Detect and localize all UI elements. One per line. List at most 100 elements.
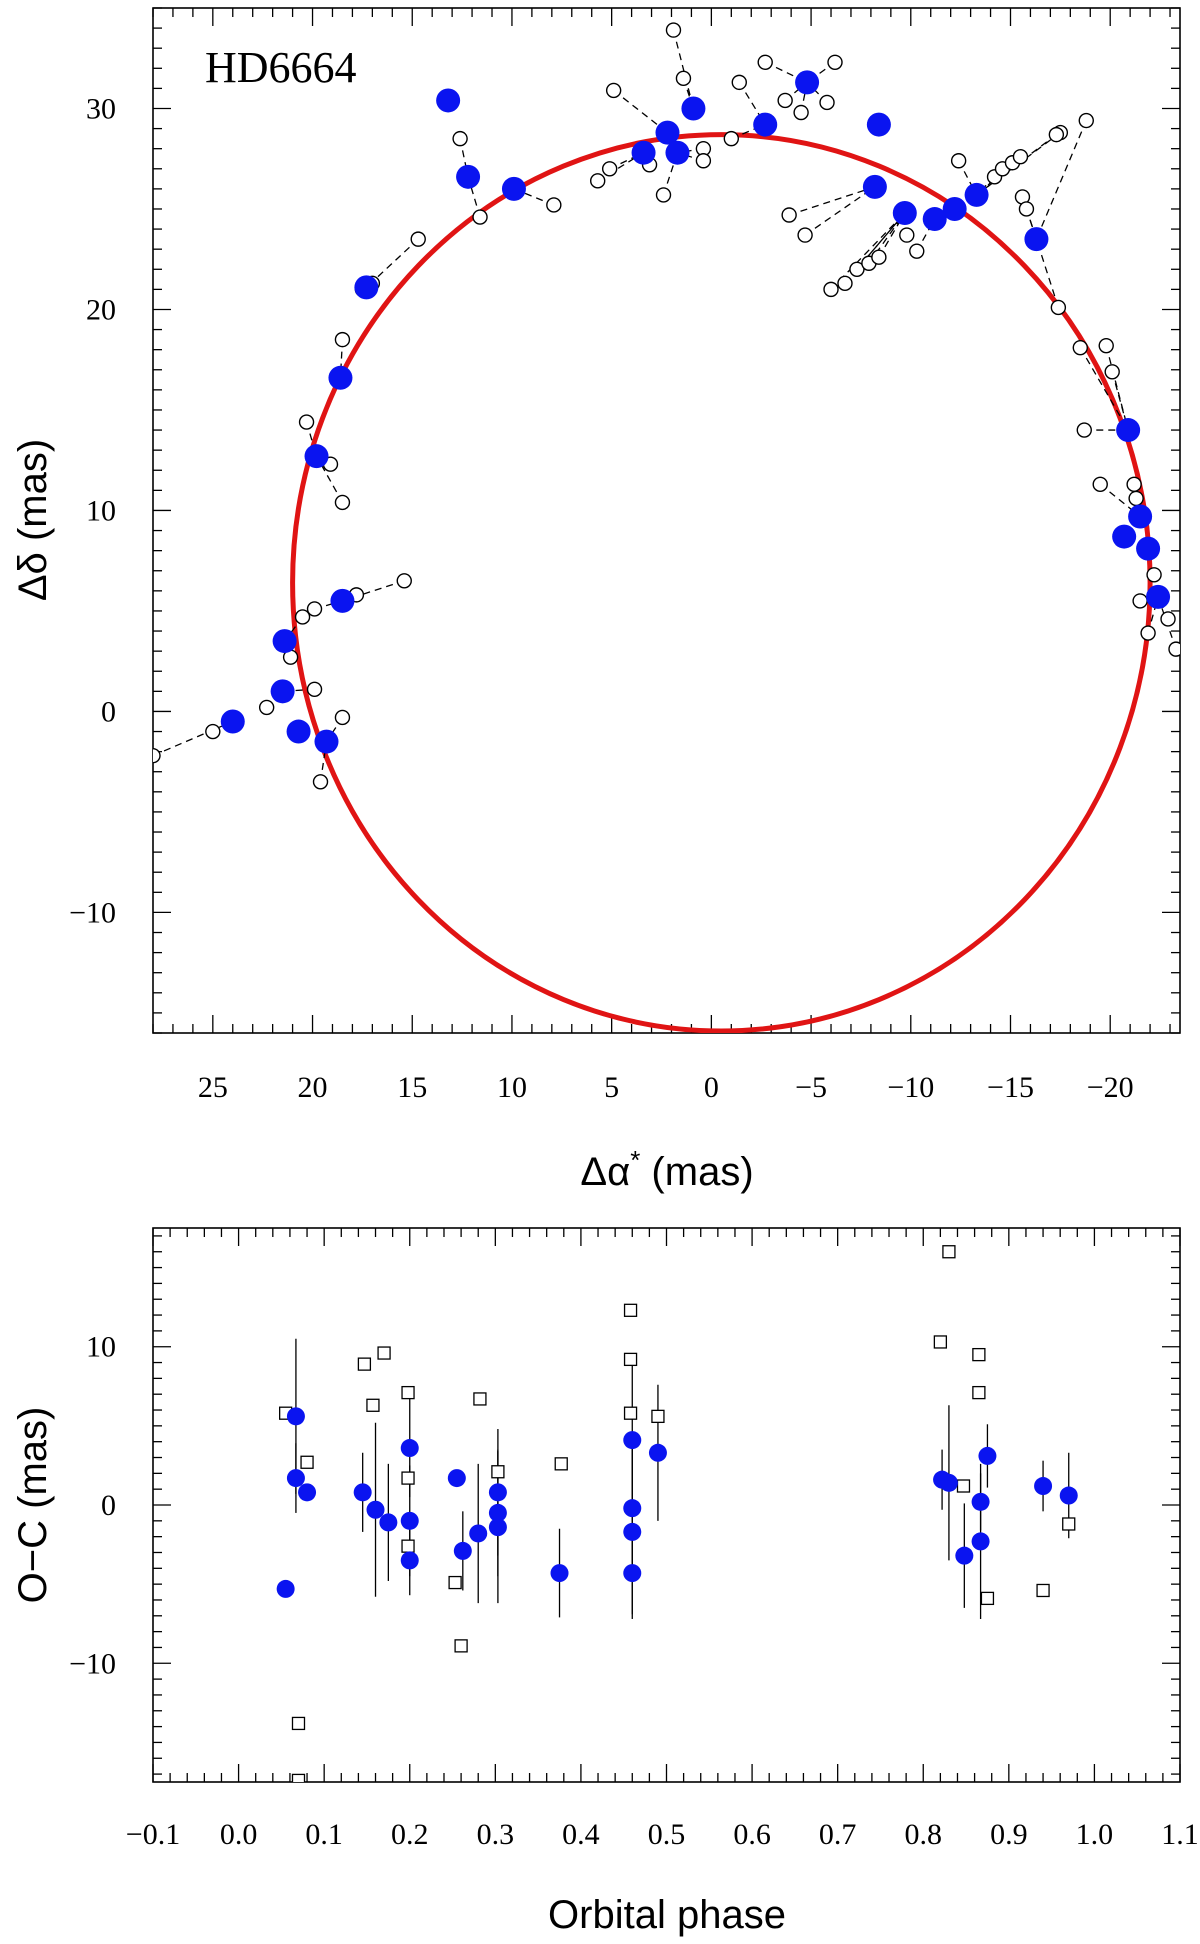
residuals-x-tick-label: 0.3 xyxy=(477,1818,515,1851)
open-point xyxy=(306,681,323,698)
open-point xyxy=(781,207,797,223)
open-points xyxy=(153,22,1180,790)
open-square-point xyxy=(401,1539,415,1553)
chart-title: HD6664 xyxy=(205,43,357,92)
residuals-x-tick-label: 1.1 xyxy=(1161,1818,1199,1851)
residuals-x-tick-label: 0.8 xyxy=(905,1818,943,1851)
open-point xyxy=(695,153,712,169)
open-point xyxy=(1104,364,1120,380)
residual-filled-point xyxy=(298,1483,317,1502)
filled-points xyxy=(220,70,1171,754)
filled-point xyxy=(328,365,353,390)
residual-filled-point xyxy=(366,1500,385,1519)
filled-point xyxy=(220,709,245,734)
orbit-y-tick-label: −10 xyxy=(69,896,116,929)
open-square-point xyxy=(554,1457,568,1471)
orbit-x-tick-label: −15 xyxy=(987,1071,1034,1104)
open-point xyxy=(1076,422,1092,438)
filled-point xyxy=(964,182,989,207)
open-square-point xyxy=(448,1575,462,1590)
residual-connector xyxy=(788,186,876,216)
open-square-point xyxy=(366,1398,380,1412)
residual-filled-point xyxy=(400,1439,419,1458)
residuals-panel: −0.1 0.0 0.1 0.2 0.3 0.4 0.5 0.6 0.7 0.8 0.9 1.0 1.1… xyxy=(11,1227,1199,1937)
filled-point xyxy=(655,120,680,145)
residuals-x-tick-label: 0.9 xyxy=(990,1818,1028,1851)
filled-point xyxy=(272,629,297,654)
open-point xyxy=(777,92,793,109)
open-point xyxy=(1072,339,1088,356)
open-point xyxy=(797,227,813,243)
open-point xyxy=(665,22,682,38)
residual-filled-point xyxy=(623,1564,642,1583)
open-point xyxy=(909,243,925,259)
open-point xyxy=(1168,641,1180,657)
residual-filled-point xyxy=(955,1546,974,1565)
filled-point xyxy=(286,719,311,744)
orbit-panel-y-tick-labels: −10 0 10 20 30 xyxy=(69,92,116,929)
residual-connector xyxy=(804,186,876,236)
open-square-point xyxy=(291,1773,306,1782)
open-square-point xyxy=(401,1385,415,1400)
residual-filled-point xyxy=(623,1431,642,1450)
open-square-point xyxy=(623,1352,638,1367)
residuals-y-tick-label: 10 xyxy=(86,1331,116,1364)
filled-point xyxy=(866,112,891,137)
residual-filled-point xyxy=(447,1469,466,1488)
open-point xyxy=(294,609,311,625)
open-point xyxy=(306,601,323,617)
residuals-x-tick-label: −0.1 xyxy=(126,1818,180,1851)
open-point xyxy=(837,275,853,292)
open-point xyxy=(655,187,672,203)
filled-point xyxy=(1024,227,1049,252)
open-point xyxy=(757,54,773,70)
residuals-x-tick-label: 0.1 xyxy=(305,1818,343,1851)
open-square-point xyxy=(942,1245,956,1259)
residual-filled-point xyxy=(1034,1477,1053,1496)
open-point xyxy=(546,197,562,213)
residuals-x-tick-label: 0.5 xyxy=(648,1818,686,1851)
open-square-point xyxy=(980,1591,995,1606)
orbit-x-tick-label: 25 xyxy=(198,1071,228,1104)
open-point xyxy=(410,231,426,247)
open-square-point xyxy=(972,1385,986,1400)
open-point xyxy=(823,281,839,298)
open-point xyxy=(334,709,351,726)
filled-point xyxy=(1116,418,1141,443)
residual-filled-point xyxy=(623,1522,642,1541)
orbit-panel-frame xyxy=(152,7,1181,1034)
filled-point xyxy=(665,140,690,165)
open-point xyxy=(950,153,967,169)
orbit-y-tick-label: 0 xyxy=(101,695,116,728)
residuals-x-tick-label: 1.0 xyxy=(1076,1818,1114,1851)
open-square-point xyxy=(651,1409,665,1424)
open-point xyxy=(1050,299,1067,316)
filled-point xyxy=(354,275,379,300)
open-point xyxy=(590,173,606,189)
orbit-y-tick-label: 10 xyxy=(86,494,116,527)
orbit-y-tick-label: 30 xyxy=(86,92,116,125)
open-square-point xyxy=(473,1392,487,1406)
residuals-panel-frame xyxy=(152,1227,1181,1783)
open-square-point xyxy=(972,1347,986,1362)
open-square-point xyxy=(454,1639,468,1653)
filled-point xyxy=(436,88,461,113)
residuals-panel-y-tick-labels: −10 0 10 xyxy=(69,1331,116,1681)
open-square-point xyxy=(1062,1517,1076,1531)
residuals-y-tick-label: −10 xyxy=(69,1647,116,1680)
filled-point xyxy=(330,588,355,613)
residual-connector xyxy=(1105,345,1129,431)
residual-filled-point xyxy=(488,1518,507,1537)
residual-filled-point xyxy=(400,1511,419,1530)
open-point xyxy=(827,54,843,70)
open-square-point xyxy=(1036,1583,1050,1598)
residuals-x-tick-label: 0.6 xyxy=(733,1818,771,1851)
open-square-point xyxy=(401,1471,415,1485)
open-point xyxy=(871,249,887,265)
filled-point xyxy=(631,140,656,165)
orbit-panel-ticks xyxy=(152,7,1180,1034)
open-point xyxy=(731,74,747,91)
residual-filled-point xyxy=(971,1532,990,1551)
